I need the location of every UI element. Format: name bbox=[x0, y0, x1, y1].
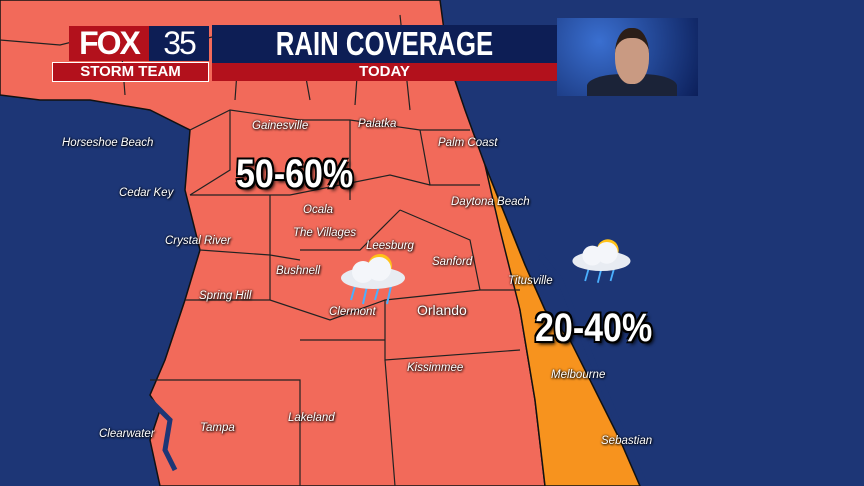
city-label: Crystal River bbox=[165, 235, 231, 247]
city-label: Sebastian bbox=[601, 435, 653, 447]
city-label: Ocala bbox=[303, 204, 334, 216]
sun-cloud-rain-icon bbox=[341, 254, 405, 305]
logo-fox: FOX bbox=[69, 26, 149, 61]
sun-cloud-rain-icon bbox=[572, 239, 631, 283]
city-label: Palm Coast bbox=[438, 137, 498, 149]
presenter-video bbox=[557, 18, 698, 96]
city-label: Titusville bbox=[508, 275, 553, 287]
city-label: Lakeland bbox=[288, 412, 335, 424]
city-label: Melbourne bbox=[551, 369, 606, 381]
land-orange-zone bbox=[484, 164, 641, 486]
zone-label-red: 50-60% bbox=[236, 152, 354, 196]
city-label: Clearwater bbox=[99, 428, 155, 440]
city-label: Kissimmee bbox=[407, 362, 464, 374]
zone-label-orange: 20-40% bbox=[535, 306, 653, 350]
city-label: The Villages bbox=[293, 227, 357, 239]
city-label: Horseshoe Beach bbox=[62, 137, 154, 149]
indian-river-lagoon bbox=[537, 253, 648, 486]
city-label: Spring Hill bbox=[199, 290, 252, 302]
logo-35: 35 bbox=[149, 26, 209, 61]
tampa-bay bbox=[148, 398, 178, 472]
city-label: Leesburg bbox=[366, 240, 414, 252]
logo-storm-team: STORM TEAM bbox=[52, 62, 209, 82]
subtitle: TODAY bbox=[212, 63, 557, 81]
city-label: Sanford bbox=[432, 256, 473, 268]
city-label: Daytona Beach bbox=[451, 196, 530, 208]
city-label: Bushnell bbox=[276, 265, 321, 277]
city-label: Gainesville bbox=[252, 120, 309, 132]
page-title: RAIN COVERAGE bbox=[275, 25, 494, 62]
city-label: Clermont bbox=[329, 306, 376, 318]
title-banner: RAIN COVERAGE bbox=[212, 25, 557, 63]
city-label: Tampa bbox=[200, 422, 235, 434]
city-label: Orlando bbox=[417, 302, 467, 318]
city-label: Palatka bbox=[358, 118, 397, 130]
city-label: Cedar Key bbox=[119, 187, 174, 199]
fox35-storm-team-logo: FOX 35 STORM TEAM bbox=[52, 26, 209, 82]
